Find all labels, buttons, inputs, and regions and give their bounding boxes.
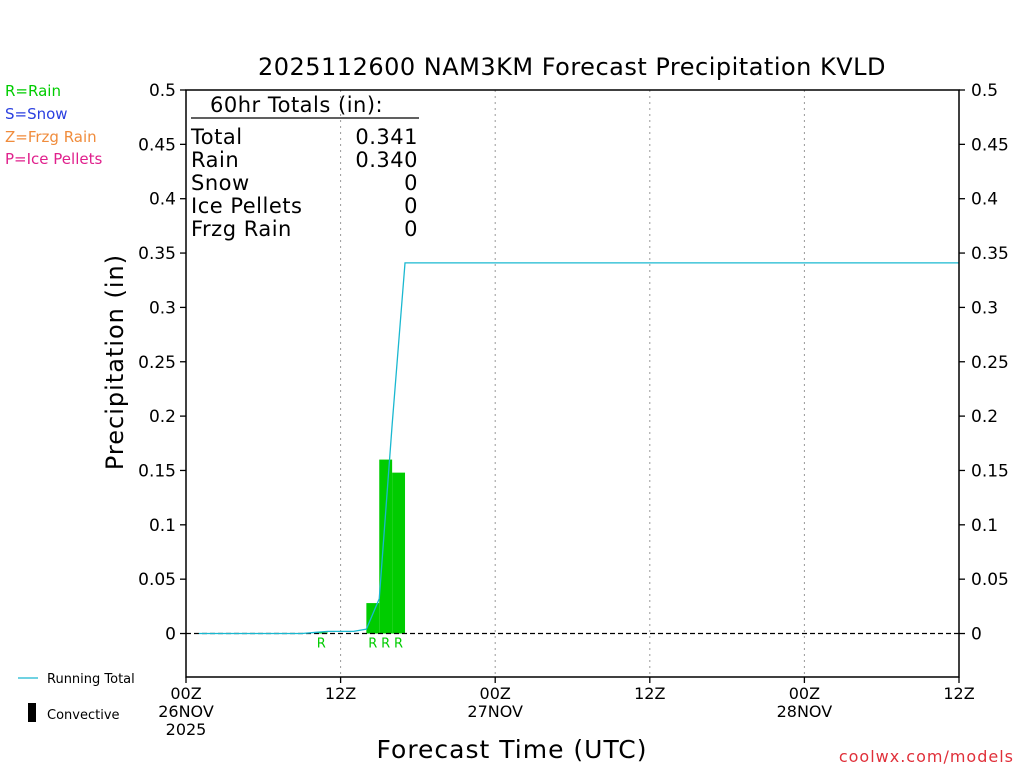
x-tick-label: 12Z [325, 684, 356, 703]
x-tick-label: 12Z [634, 684, 665, 703]
y-tick-label-left: 0.35 [138, 244, 176, 264]
x-tick-label: 00Z [789, 684, 820, 703]
ptype-marker: R [394, 637, 403, 652]
y-tick-label-right: 0.5 [971, 81, 998, 101]
y-tick-label-left: 0.2 [149, 407, 176, 427]
y-tick-label-right: 0.05 [971, 570, 1009, 590]
convective-legend-swatch [28, 703, 36, 722]
totals-value: 0.341 [355, 125, 418, 149]
precip-bar [366, 603, 380, 634]
totals-value: 0 [404, 194, 418, 218]
totals-value: 0.340 [355, 148, 418, 172]
y-tick-label-right: 0.4 [971, 190, 998, 210]
y-tick-label-left: 0.05 [138, 570, 176, 590]
totals-header: 60hr Totals (in): [210, 93, 383, 117]
x-tick-label: 26NOV [158, 702, 214, 721]
convective-legend-label: Convective [47, 708, 120, 723]
precip-bar [379, 459, 393, 634]
ptype-legend: R=Rain S=Snow Z=Frzg Rain P=Ice Pellets [5, 82, 102, 168]
y-tick-label-left: 0.45 [138, 135, 176, 155]
y-tick-label-left: 0.5 [149, 81, 176, 101]
y-tick-label-left: 0.1 [149, 516, 176, 536]
totals-value: 0 [404, 171, 418, 195]
y-tick-label-right: 0.45 [971, 135, 1009, 155]
totals-label: Ice Pellets [191, 194, 302, 218]
x-tick-label: 27NOV [467, 702, 523, 721]
grid-lines [340, 90, 805, 677]
legend-rain: R=Rain [5, 82, 61, 100]
y-axis-left: 0 0.05 0.1 0.15 0.2 0.25 0.3 0.35 0.4 0.45 0.5 [138, 81, 186, 645]
site-credit: coolwx.com/models [839, 747, 1014, 766]
y-tick-label-right: 0 [971, 625, 982, 645]
legend-frzg-rain: Z=Frzg Rain [5, 128, 97, 146]
y-axis-right: 0 0.05 0.1 0.15 0.2 0.25 0.3 0.35 0.4 0.45 0.5 [959, 81, 1009, 645]
y-tick-label-left: 0 [165, 625, 176, 645]
legend-snow: S=Snow [5, 105, 68, 123]
x-tick-label: 12Z [943, 684, 974, 703]
plot-frame [185, 89, 960, 678]
ptype-marker: R [317, 637, 326, 652]
y-tick-label-right: 0.25 [971, 353, 1009, 373]
precip-bars [314, 459, 406, 634]
totals-box: 60hr Totals (in): Total 0.341 Rain 0.340 Sno… [190, 93, 419, 241]
y-tick-label-right: 0.1 [971, 516, 998, 536]
totals-label: Snow [191, 171, 250, 195]
x-tick-label: 28NOV [777, 702, 833, 721]
x-axis-label: Forecast Time (UTC) [377, 735, 648, 764]
series-legend: Running Total Convective [18, 672, 135, 723]
precip-bar [392, 472, 406, 634]
legend-ice-pellets: P=Ice Pellets [5, 150, 102, 168]
ptype-marker: R [368, 637, 377, 652]
totals-label: Total [190, 125, 243, 149]
totals-label: Rain [191, 148, 239, 172]
y-axis-label: Precipitation (in) [101, 254, 129, 470]
y-tick-label-left: 0.25 [138, 353, 176, 373]
y-tick-label-right: 0.15 [971, 461, 1009, 481]
x-tick-label: 00Z [170, 684, 201, 703]
y-tick-label-right: 0.3 [971, 298, 998, 318]
y-tick-label-left: 0.15 [138, 461, 176, 481]
y-tick-label-right: 0.2 [971, 407, 998, 427]
x-tick-label: 2025 [166, 720, 207, 739]
x-tick-label: 00Z [480, 684, 511, 703]
y-tick-label-right: 0.35 [971, 244, 1009, 264]
running-total-legend-label: Running Total [47, 672, 135, 687]
y-tick-label-left: 0.3 [149, 298, 176, 318]
precip-bar [314, 632, 328, 634]
chart-title: 2025112600 NAM3KM Forecast Precipitation… [258, 53, 886, 81]
running-total-line [198, 262, 959, 635]
totals-label: Frzg Rain [191, 217, 292, 241]
ptype-marker: R [381, 637, 390, 652]
totals-value: 0 [404, 217, 418, 241]
y-tick-label-left: 0.4 [149, 190, 176, 210]
